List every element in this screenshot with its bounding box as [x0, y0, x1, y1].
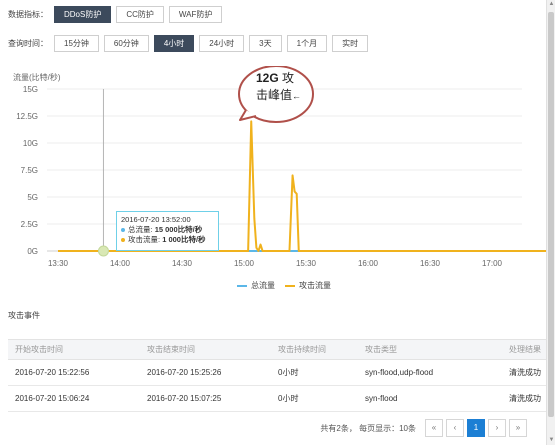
range-24h-button[interactable]: 24小时	[199, 35, 245, 52]
tooltip-attack-row: 攻击流量: 1 000比特/秒	[121, 235, 214, 245]
range-15min-button[interactable]: 15分钟	[54, 35, 99, 52]
hover-marker	[97, 245, 109, 257]
tooltip-attack-label: 攻击流量:	[128, 235, 161, 244]
cell-type: syn-flood	[358, 385, 478, 412]
y-axis-ticks: 0G 2.5G 5G 7.5G 10G 12.5G 15G	[16, 85, 38, 256]
prev-page-button[interactable]: ‹	[446, 419, 464, 437]
tooltip-total-row: 总流量: 15 000比特/秒	[121, 225, 214, 235]
traffic-chart: 流量(比特/秒) 0G 2.5G 5G 7.5G 10G 12.5G 15G 13:30 14…	[13, 66, 555, 268]
x-tick-label: 13:30	[48, 259, 69, 268]
table-row: 2016-07-20 15:22:56 2016-07-20 15:25:26 …	[8, 359, 547, 386]
x-tick-label: 15:00	[234, 259, 255, 268]
legend-attack-label: 攻击流量	[299, 281, 331, 290]
tooltip-total-label: 总流量:	[128, 225, 153, 234]
total-dot-icon	[121, 228, 125, 233]
table-header-row: 开始攻击时间 攻击结束时间 攻击持续时间 攻击类型 处理结果	[8, 339, 547, 360]
y-tick-label: 0G	[27, 247, 38, 256]
y-tick-label: 7.5G	[21, 166, 38, 175]
peak-callout-text: 12G 攻 击峰值←	[256, 70, 316, 105]
pagination-info: 共有2条， 每页显示：10条	[320, 423, 416, 433]
tab-ddos[interactable]: DDoS防护	[54, 6, 112, 23]
cell-status: 清洗成功	[478, 385, 547, 412]
arrow-left-icon: ←	[292, 91, 302, 101]
metric-label: 数据指标：	[8, 10, 48, 19]
x-tick-label: 14:30	[172, 259, 193, 268]
col-type: 攻击类型	[358, 339, 478, 360]
cell-type: syn-flood,udp-flood	[358, 359, 478, 386]
page-1-button[interactable]: 1	[467, 419, 485, 437]
y-tick-label: 10G	[23, 139, 38, 148]
range-realtime-button[interactable]: 实时	[332, 35, 369, 52]
x-tick-label: 16:30	[420, 259, 441, 268]
col-duration: 攻击持续时间	[271, 339, 358, 360]
cell-end: 2016-07-20 15:07:25	[140, 385, 271, 412]
legend-total-swatch-icon	[237, 284, 247, 287]
legend-total[interactable]: 总流量	[237, 280, 275, 291]
cell-end: 2016-07-20 15:25:26	[140, 359, 271, 386]
legend-total-label: 总流量	[251, 281, 275, 290]
col-result: 处理结果	[478, 339, 547, 360]
legend-attack[interactable]: 攻击流量	[285, 280, 331, 291]
vertical-scrollbar[interactable]: ▲ ▼	[546, 0, 555, 445]
attack-dot-icon	[121, 238, 125, 243]
range-3d-button[interactable]: 3天	[249, 35, 282, 52]
tooltip-total-value: 15 000比特/秒	[154, 225, 203, 234]
last-page-button[interactable]: »	[509, 419, 527, 437]
tab-waf[interactable]: WAF防护	[168, 6, 223, 23]
cell-status: 清洗成功	[478, 359, 547, 386]
y-tick-label: 5G	[27, 193, 38, 202]
cell-duration: 0小时	[271, 385, 358, 412]
next-page-button[interactable]: ›	[488, 419, 506, 437]
callout-bold: 12G	[256, 71, 279, 85]
range-60min-button[interactable]: 60分钟	[103, 35, 149, 52]
time-range-selector: 查询时间： 15分钟 60分钟 4小时 24小时 3天 1个月 实时	[8, 35, 373, 52]
table-row: 2016-07-20 15:06:24 2016-07-20 15:07:25 …	[8, 385, 547, 412]
scroll-up-icon[interactable]: ▲	[548, 1, 555, 7]
col-end-time: 攻击结束时间	[140, 339, 271, 360]
scroll-thumb[interactable]	[548, 12, 554, 417]
y-axis-title: 流量(比特/秒)	[13, 72, 61, 82]
y-tick-label: 12.5G	[16, 112, 38, 121]
col-start-time: 开始攻击时间	[8, 339, 140, 360]
scroll-down-icon[interactable]: ▼	[548, 437, 555, 443]
x-tick-label: 15:30	[296, 259, 317, 268]
y-tick-label: 15G	[23, 85, 38, 94]
cell-start: 2016-07-20 15:22:56	[8, 359, 140, 386]
tooltip-time: 2016-07-20 13:52:00	[121, 215, 191, 224]
callout-line2: 击峰值	[256, 88, 293, 102]
range-1m-button[interactable]: 1个月	[286, 35, 328, 52]
x-tick-label: 17:00	[482, 259, 503, 268]
metric-selector: 数据指标： DDoS防护 CC防护 WAF防护	[8, 6, 227, 23]
peak-callout	[238, 66, 314, 123]
x-tick-label: 14:00	[110, 259, 131, 268]
series-line	[58, 120, 555, 252]
events-table: 开始攻击时间 攻击结束时间 攻击持续时间 攻击类型 处理结果 2016-07-2…	[8, 339, 547, 412]
cell-start: 2016-07-20 15:06:24	[8, 385, 140, 412]
tooltip-attack-value: 1 000比特/秒	[162, 235, 206, 244]
series-layer	[58, 120, 555, 252]
legend-attack-swatch-icon	[285, 284, 295, 287]
cell-duration: 0小时	[271, 359, 358, 386]
x-axis-ticks: 13:30 14:00 14:30 15:00 15:30 16:00 16:30 17:00	[48, 259, 503, 268]
callout-rest: 攻	[278, 71, 295, 85]
tab-cc[interactable]: CC防护	[116, 6, 164, 23]
y-tick-label: 2.5G	[21, 220, 38, 229]
events-title: 攻击事件	[8, 311, 40, 320]
range-4h-button[interactable]: 4小时	[153, 35, 195, 52]
first-page-button[interactable]: «	[425, 419, 443, 437]
x-tick-label: 16:00	[358, 259, 379, 268]
time-label: 查询时间：	[8, 39, 48, 48]
chart-tooltip: 2016-07-20 13:52:00 总流量: 15 000比特/秒 攻击流量…	[116, 211, 219, 251]
pagination: 共有2条， 每页显示：10条 « ‹ 1 › »	[320, 419, 527, 437]
